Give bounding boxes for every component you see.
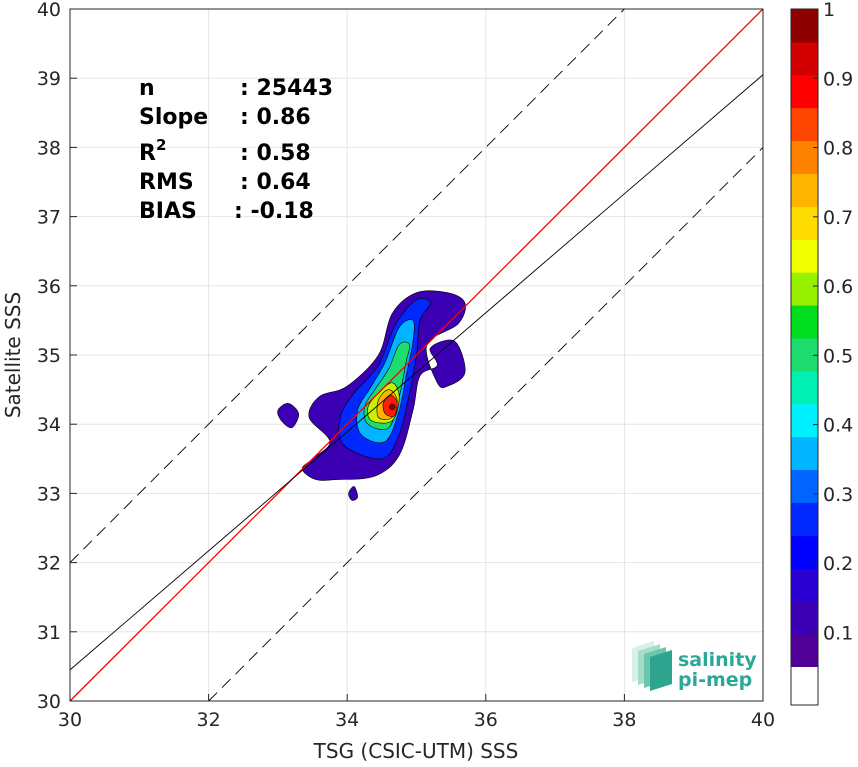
colorbar-tick-label: 0.4: [823, 415, 853, 437]
colorbar-tick-label: 0.3: [823, 484, 853, 506]
colorbar-segment: [791, 568, 818, 602]
y-tick-label: 34: [37, 414, 61, 436]
colorbar-segment: [791, 107, 818, 142]
y-axis-label: Satellite SSS: [1, 292, 25, 418]
x-axis-label: TSG (CSIC-UTM) SSS: [313, 739, 519, 763]
y-tick-label: 36: [37, 276, 61, 298]
logo-wave-shape: [650, 650, 672, 691]
stat-value: : 0.64: [240, 170, 311, 195]
y-tick-label: 35: [37, 345, 61, 367]
colorbar-tick-label: 0.9: [823, 68, 853, 90]
colorbar-segment: [791, 272, 818, 306]
colorbar-segment: [791, 305, 818, 339]
colorbar-tick-label: 0.1: [823, 622, 853, 644]
colorbar-segment: [791, 173, 818, 207]
colorbar-segment: [791, 74, 818, 109]
colorbar-tick-label: 0.2: [823, 553, 853, 575]
colorbar-segment: [791, 469, 818, 503]
y-tick-label: 30: [37, 691, 61, 713]
y-tick-label: 40: [37, 0, 61, 21]
colorbar-segment: [791, 436, 818, 471]
colorbar-segment: [791, 206, 818, 240]
colorbar-tick-label: 0.6: [823, 276, 853, 298]
stat-label: BIAS: [139, 199, 197, 224]
y-tick-label: 31: [37, 622, 61, 644]
colorbar-segment: [791, 338, 818, 372]
stat-label: Slope: [139, 105, 208, 130]
x-tick-label: 34: [335, 709, 359, 731]
logo-text-line2: pi-mep: [678, 669, 752, 691]
y-tick-label: 39: [37, 68, 61, 90]
density-peak: [388, 403, 396, 411]
regression-line: [69, 74, 764, 671]
y-tick-label: 32: [37, 553, 61, 575]
colorbar-tick-label: 0.7: [823, 207, 853, 229]
stat-value: : -0.18: [234, 199, 314, 224]
upper-bound-line: [69, 8, 625, 563]
density-contours: [277, 290, 466, 501]
colorbar-segment: [791, 140, 818, 174]
x-tick-label: 40: [751, 709, 775, 731]
y-axis-ticks: 30 31 32 33 34 35 36 37 38 39 40: [37, 0, 77, 713]
stat-value: : 25443: [240, 76, 333, 101]
colorbar: 0.1 0.2 0.3 0.4 0.5 0.6 0.7 0.8 0.9 1: [790, 0, 853, 706]
stat-superscript: 2: [156, 136, 166, 154]
x-tick-label: 32: [197, 709, 221, 731]
density-blob: [277, 403, 300, 429]
stat-value: : 0.86: [240, 105, 311, 130]
colorbar-segment: [791, 239, 818, 273]
reference-lines: [69, 8, 764, 702]
x-tick-label: 36: [474, 709, 498, 731]
colorbar-segment: [791, 9, 818, 43]
colorbar-segment: [791, 601, 818, 635]
stat-label: n: [139, 76, 155, 101]
x-tick-label: 30: [58, 709, 82, 731]
colorbar-segment: [791, 41, 818, 76]
colorbar-tick-label: 0.5: [823, 345, 853, 367]
stat-label: RMS: [139, 170, 194, 195]
x-tick-label: 38: [612, 709, 636, 731]
x-axis-ticks: 30 32 34 36 38 40: [58, 694, 775, 731]
density-blob: [348, 486, 358, 501]
colorbar-tick-label: 1: [823, 0, 835, 21]
colorbar-segment: [791, 502, 818, 536]
one-to-one-line: [69, 8, 764, 702]
stat-value: : 0.58: [240, 141, 311, 166]
colorbar-empty-segment: [791, 667, 818, 705]
colorbar-frame: [790, 8, 819, 706]
lower-bound-line: [208, 147, 764, 702]
y-tick-label: 38: [37, 137, 61, 159]
colorbar-segment: [791, 535, 818, 569]
y-tick-label: 33: [37, 483, 61, 505]
colorbar-tick-label: 0.8: [823, 138, 853, 160]
colorbar-segment: [791, 634, 818, 668]
y-tick-label: 37: [37, 207, 61, 229]
colorbar-segment: [791, 403, 818, 438]
logo-text-line1: salinity: [678, 649, 757, 671]
colorbar-segment: [791, 370, 818, 405]
